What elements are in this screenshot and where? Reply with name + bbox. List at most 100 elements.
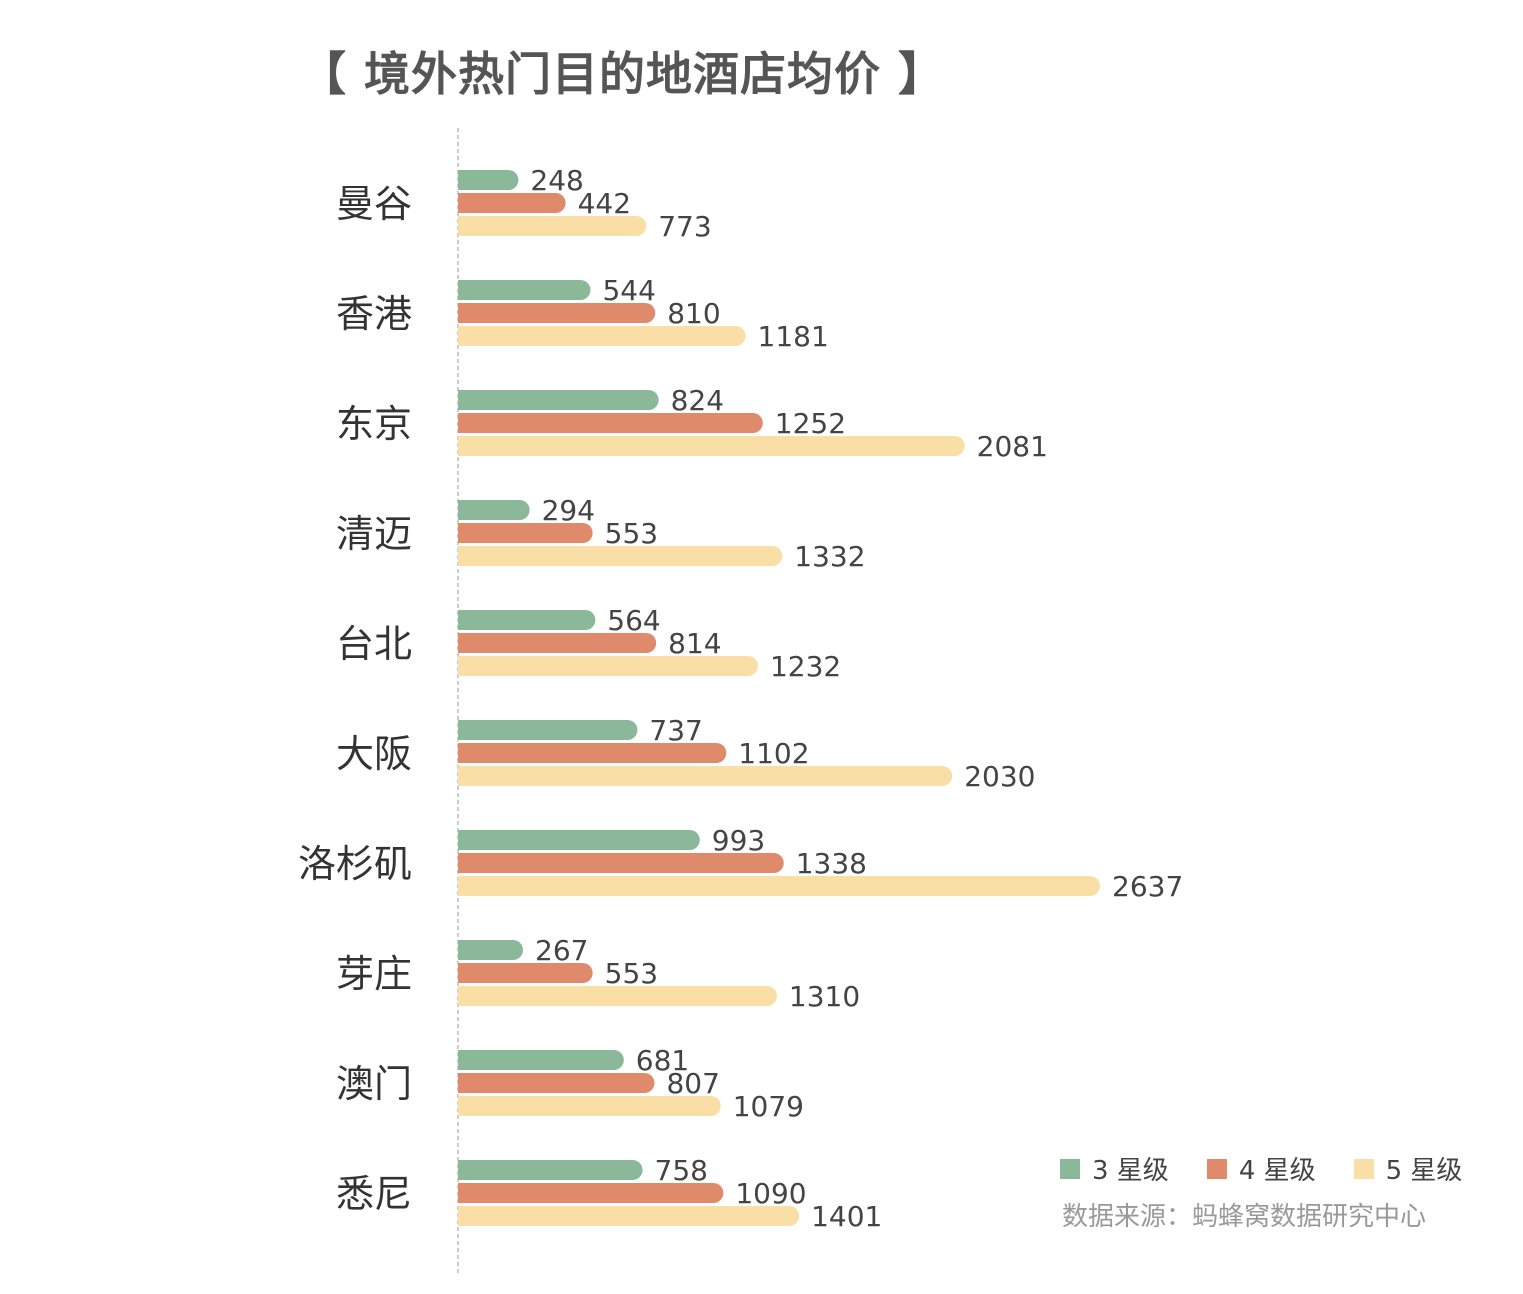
data-label-5star: 2030 xyxy=(964,760,1035,793)
data-label-3star: 564 xyxy=(607,604,660,637)
bar-3star-base xyxy=(458,500,478,520)
data-label-5star: 2637 xyxy=(1112,870,1183,903)
bar-3star-base xyxy=(458,830,478,850)
data-label-4star: 553 xyxy=(605,517,658,550)
legend-swatch-3star xyxy=(1060,1158,1080,1179)
data-label-4star: 1090 xyxy=(735,1177,806,1210)
data-label-4star: 1338 xyxy=(796,847,867,880)
category-label: 悉尼 xyxy=(336,1172,412,1216)
bar-4star xyxy=(458,193,566,213)
legend-item-4star: 4 星级 xyxy=(1206,1150,1316,1187)
bar-5star-base xyxy=(458,546,478,566)
bar-5star xyxy=(458,986,777,1006)
bar-5star-base xyxy=(458,656,478,676)
bar-5star xyxy=(458,766,953,786)
bar-3star xyxy=(458,1160,643,1180)
bar-5star-base xyxy=(458,986,478,1006)
bar-5star xyxy=(458,876,1100,896)
category-label: 芽庄 xyxy=(336,952,412,996)
bar-3star-base xyxy=(458,610,478,630)
data-label-5star: 1332 xyxy=(794,540,865,573)
bar-4star xyxy=(458,413,763,433)
data-label-5star: 1232 xyxy=(770,650,841,683)
bar-4star xyxy=(458,853,784,873)
bar-3star xyxy=(458,280,591,300)
bar-3star xyxy=(458,610,596,630)
category-label: 香港 xyxy=(336,292,412,336)
bar-4star xyxy=(458,963,593,983)
bar-4star-base xyxy=(458,413,478,433)
bar-3star xyxy=(458,830,700,850)
bar-4star xyxy=(458,1073,655,1093)
bar-3star-base xyxy=(458,940,478,960)
bar-5star-base xyxy=(458,326,478,346)
bar-5star-base xyxy=(458,1206,478,1226)
data-label-5star: 1310 xyxy=(789,980,860,1013)
legend-label-4star: 4 星级 xyxy=(1238,1156,1316,1186)
bar-4star-base xyxy=(458,193,478,213)
data-label-5star: 2081 xyxy=(977,430,1048,463)
data-label-3star: 737 xyxy=(649,714,702,747)
bar-5star xyxy=(458,436,965,456)
legend-swatch-5star xyxy=(1353,1158,1374,1179)
data-label-4star: 553 xyxy=(605,957,658,990)
bar-5star-base xyxy=(458,436,478,456)
bar-5star-base xyxy=(458,766,478,786)
category-label: 澳门 xyxy=(336,1062,412,1106)
category-label: 台北 xyxy=(336,622,412,666)
bar-5star xyxy=(458,546,783,566)
legend-item-3star: 3 星级 xyxy=(1060,1150,1169,1187)
data-label-3star: 681 xyxy=(636,1044,689,1077)
data-label-3star: 544 xyxy=(602,274,655,307)
bar-3star-base xyxy=(458,390,478,410)
bar-4star-base xyxy=(458,1183,478,1203)
bar-3star xyxy=(458,1050,624,1070)
data-label-3star: 758 xyxy=(655,1154,708,1187)
data-label-5star: 773 xyxy=(658,210,711,243)
bar-3star-base xyxy=(458,720,478,740)
data-label-3star: 824 xyxy=(671,384,724,417)
data-label-3star: 267 xyxy=(535,934,588,967)
data-label-5star: 1401 xyxy=(811,1200,882,1233)
category-label: 洛杉矶 xyxy=(298,842,412,886)
legend-label-5star: 5 星级 xyxy=(1385,1156,1463,1186)
bar-5star xyxy=(458,326,746,346)
bar-3star-base xyxy=(458,280,478,300)
data-label-3star: 993 xyxy=(712,824,765,857)
bar-5star xyxy=(458,1206,800,1226)
legend-item-5star: 5 星级 xyxy=(1353,1150,1463,1187)
category-label: 曼谷 xyxy=(336,182,412,226)
legend: 3 星级 4 星级 5 星级 xyxy=(1060,1150,1462,1187)
bar-5star-base xyxy=(458,876,478,896)
chart-title: 【 境外热门目的地酒店均价 】 xyxy=(300,47,946,101)
bar-4star xyxy=(458,303,656,323)
data-label-4star: 814 xyxy=(668,627,721,660)
source-note: 数据来源：蚂蜂窝数据研究中心 xyxy=(1062,1202,1427,1232)
bar-4star xyxy=(458,743,727,763)
bar-4star xyxy=(458,523,593,543)
bar-3star-base xyxy=(458,1050,478,1070)
bar-4star-base xyxy=(458,853,478,873)
category-label: 大阪 xyxy=(336,732,412,776)
data-label-4star: 810 xyxy=(667,297,720,330)
bar-3star xyxy=(458,720,638,740)
data-label-4star: 1102 xyxy=(738,737,809,770)
bar-4star-base xyxy=(458,1073,478,1093)
data-label-5star: 1079 xyxy=(733,1090,804,1123)
bar-5star-base xyxy=(458,1096,478,1116)
data-label-5star: 1181 xyxy=(758,320,829,353)
data-label-4star: 1252 xyxy=(775,407,846,440)
legend-swatch-4star xyxy=(1206,1158,1227,1179)
bar-3star-base xyxy=(458,170,478,190)
bar-5star xyxy=(458,656,758,676)
bar-4star-base xyxy=(458,633,478,653)
bar-5star-base xyxy=(458,216,478,236)
data-label-3star: 248 xyxy=(530,164,583,197)
bar-4star xyxy=(458,633,657,653)
bar-4star-base xyxy=(458,523,478,543)
data-label-3star: 294 xyxy=(542,494,595,527)
data-label-4star: 807 xyxy=(666,1067,719,1100)
bar-4star-base xyxy=(458,743,478,763)
